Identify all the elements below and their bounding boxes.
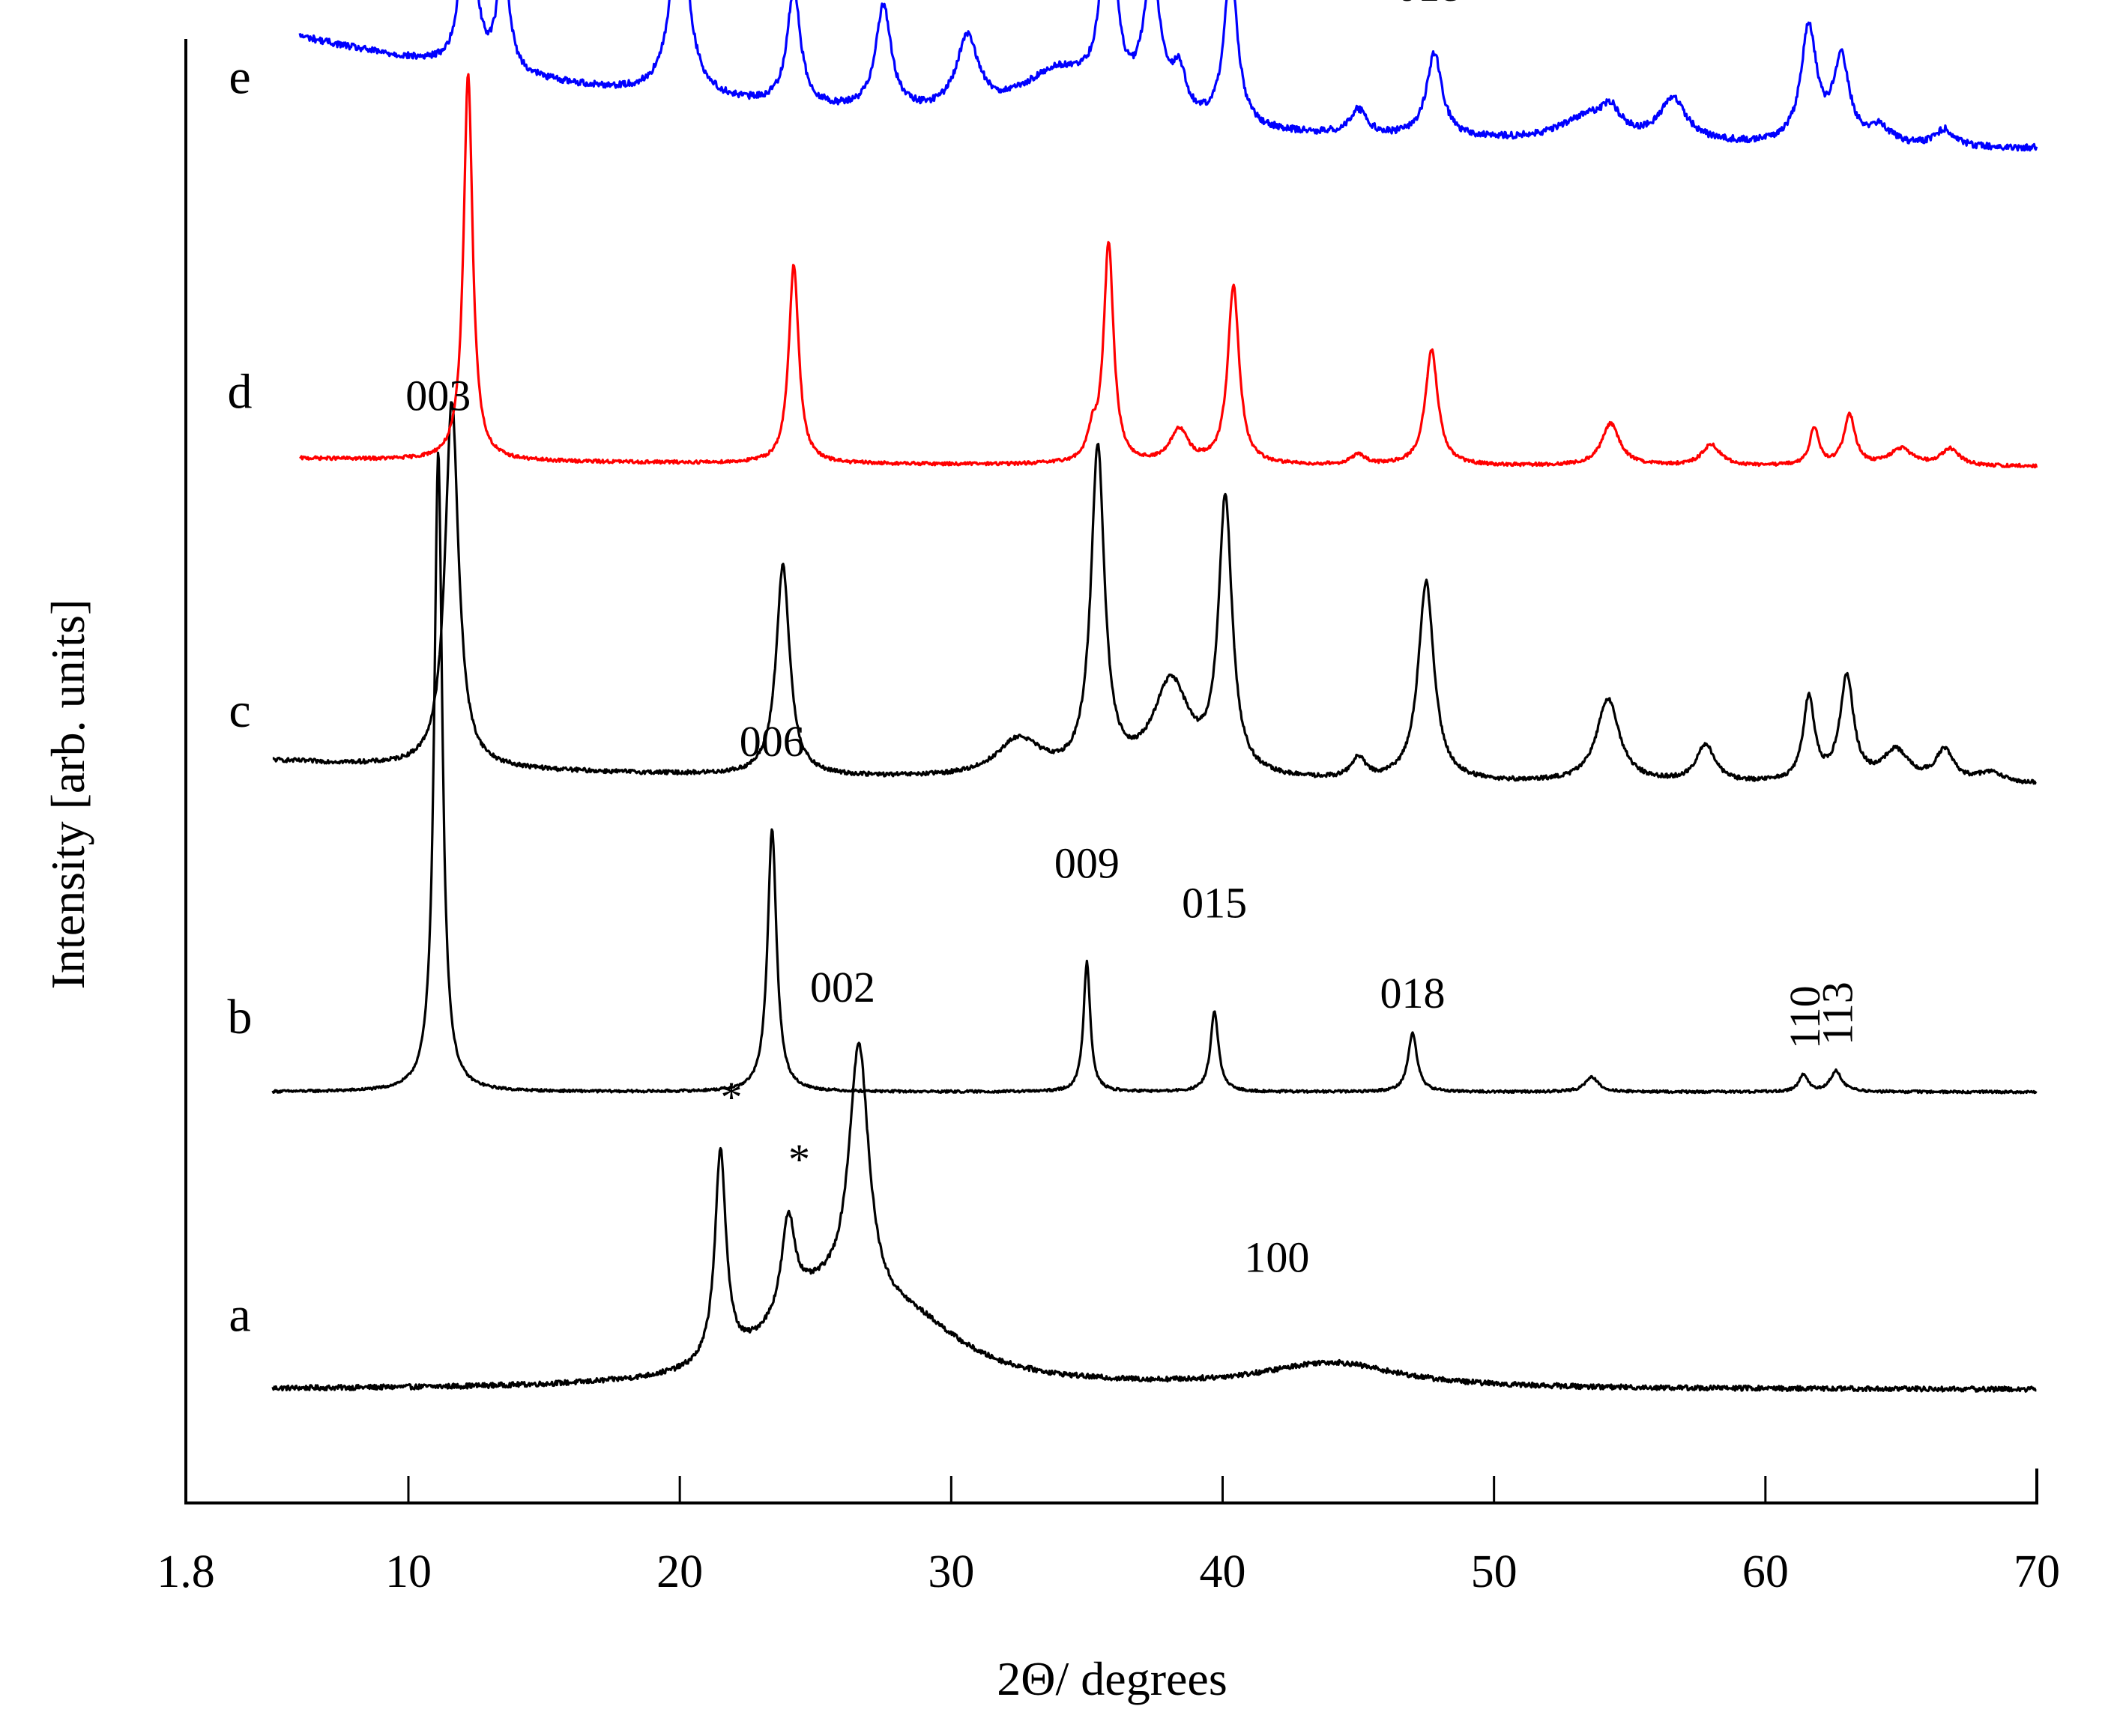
series-label-d: d bbox=[228, 365, 253, 420]
peak-label: 018 bbox=[1396, 0, 1461, 10]
x-axis-label: 2Θ/ degrees bbox=[997, 1652, 1227, 1705]
x-tick-label: 10 bbox=[385, 1546, 432, 1597]
x-ticks bbox=[407, 1476, 1767, 1503]
series-labels: a b c d e bbox=[228, 50, 253, 1343]
series-b-line bbox=[271, 451, 2038, 1095]
x-tick-label: 60 bbox=[1742, 1546, 1789, 1597]
peak-label: 113 bbox=[1814, 982, 1862, 1045]
x-tick-label: 50 bbox=[1471, 1546, 1518, 1597]
x-tick-label: 40 bbox=[1199, 1546, 1245, 1597]
peak-label: * bbox=[721, 1073, 743, 1122]
series-label-c: c bbox=[229, 683, 250, 738]
peak-label: * bbox=[788, 1135, 810, 1184]
x-tick-label: 30 bbox=[928, 1546, 974, 1597]
axes bbox=[184, 39, 2038, 1504]
series-group bbox=[271, 0, 2038, 1393]
x-tick-labels: 1.8 10 20 30 40 50 60 70 bbox=[157, 1546, 2060, 1597]
peak-label: 003 bbox=[405, 371, 471, 420]
peak-label: 002 bbox=[810, 963, 875, 1011]
x-tick-label: 20 bbox=[656, 1546, 703, 1597]
series-label-a: a bbox=[229, 1288, 250, 1343]
peak-label: 018 bbox=[1380, 969, 1446, 1017]
peak-label: 009 bbox=[1054, 839, 1120, 888]
y-axis-label: Intensity [arb. units] bbox=[41, 599, 94, 990]
series-label-b: b bbox=[228, 990, 253, 1044]
series-label-e: e bbox=[229, 50, 250, 105]
series-d-line bbox=[299, 73, 2038, 469]
peak-label: 006 bbox=[740, 717, 805, 766]
x-tick-label: 1.8 bbox=[157, 1546, 215, 1597]
x-tick-label: 70 bbox=[2014, 1546, 2060, 1597]
peak-label: 100 bbox=[1244, 1233, 1309, 1281]
series-a-line bbox=[271, 1041, 2037, 1393]
peak-label: 110 bbox=[1781, 985, 1829, 1049]
peak-label: 015 bbox=[1182, 879, 1247, 928]
series-c-line bbox=[272, 401, 2037, 785]
peak-labels: **0021000030060090150181101130030.680.45… bbox=[405, 0, 1862, 1281]
series-e-line bbox=[298, 0, 2038, 152]
